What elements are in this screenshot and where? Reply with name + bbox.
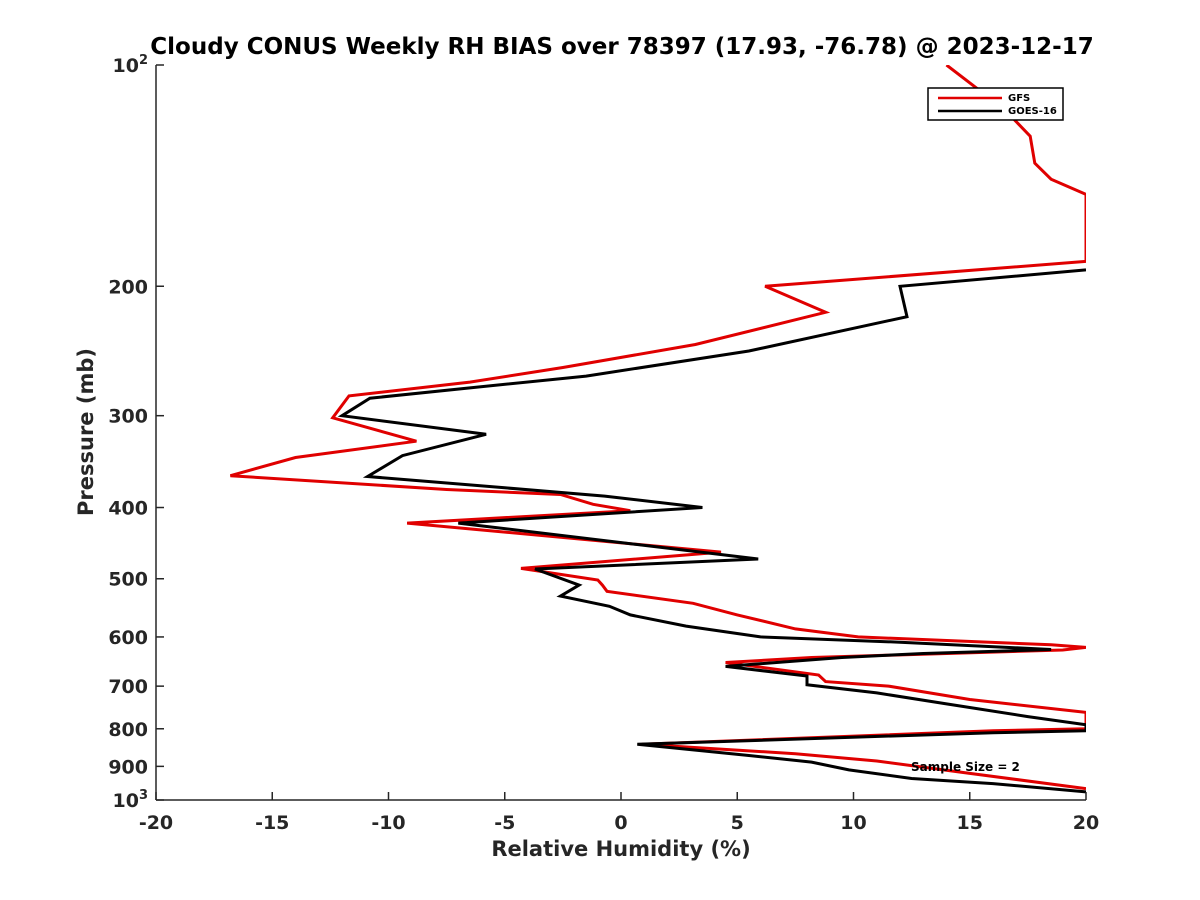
x-tick-label: 20 — [1073, 812, 1099, 834]
legend-label-gfs: GFS — [1008, 93, 1030, 104]
y-tick-label: 400 — [108, 498, 148, 520]
x-tick-label: -5 — [494, 812, 515, 834]
x-tick-label: -10 — [371, 812, 405, 834]
x-tick-label: 0 — [614, 812, 627, 834]
y-tick-label: 800 — [108, 719, 148, 741]
x-ticks: -20 -15 -10 -5 0 5 10 15 20 — [139, 792, 1099, 834]
x-tick-label: 10 — [840, 812, 866, 834]
y-tick-label: 700 — [108, 676, 148, 698]
x-tick-label: -15 — [255, 812, 289, 834]
y-tick-label: 500 — [108, 569, 148, 591]
y-tick-label: 900 — [108, 756, 148, 778]
y-tick-label: 103 — [113, 788, 149, 812]
x-tick-label: 5 — [731, 812, 744, 834]
y-tick-label: 102 — [113, 53, 149, 77]
plot-area — [229, 65, 1086, 794]
series-line-gfs — [229, 65, 1086, 791]
y-tick-label: 300 — [108, 406, 148, 428]
legend-box — [927, 87, 1064, 121]
y-axis-label: Pressure (mb) — [74, 348, 98, 516]
sample-size-annotation: Sample Size = 2 — [911, 760, 1020, 774]
legend: GFS GOES-16 — [927, 87, 1064, 121]
x-axis-label: Relative Humidity (%) — [491, 837, 750, 861]
y-tick-label: 600 — [108, 627, 148, 649]
y-tick-label: 200 — [108, 276, 148, 298]
y-ticks: 102 200 300 400 500 600 700 800 900 103 — [108, 53, 164, 812]
legend-label-goes16: GOES-16 — [1008, 106, 1057, 117]
x-tick-label: -20 — [139, 812, 173, 834]
chart-title: Cloudy CONUS Weekly RH BIAS over 78397 (… — [150, 34, 1093, 60]
x-tick-label: 15 — [957, 812, 983, 834]
series-layer — [229, 65, 1086, 794]
